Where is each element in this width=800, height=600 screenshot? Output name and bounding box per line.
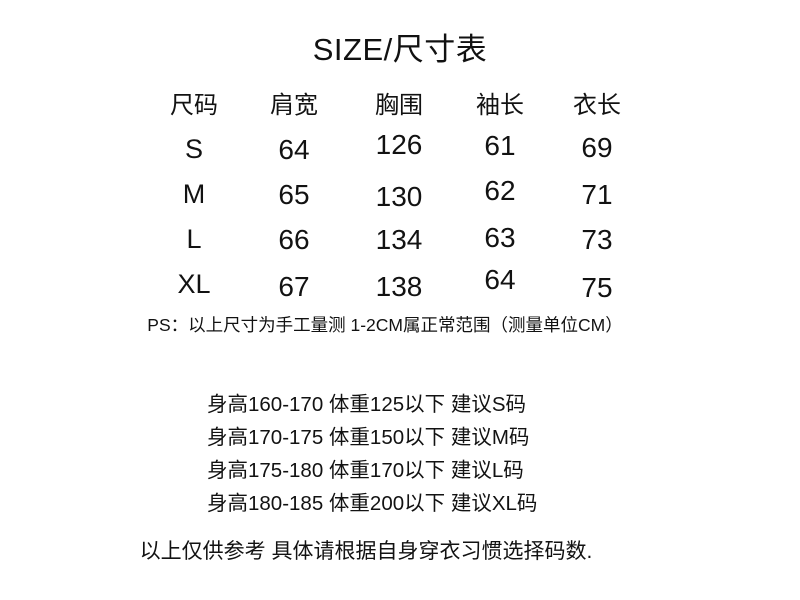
recommendation-line-s: 身高160-170 体重125以下 建议S码 <box>207 393 527 416</box>
table-row-size-label: M <box>182 179 206 209</box>
table-cell-length: 71 <box>581 178 613 210</box>
page-title: SIZE/尺寸表 <box>312 32 488 67</box>
size-table: 尺码 肩宽 胸围 袖长 衣长 S 64 126 61 69 M 65 130 6… <box>146 82 646 307</box>
table-cell-shoulder: 67 <box>278 270 310 302</box>
recommendation-line-xl: 身高180-185 体重200以下 建议XL码 <box>207 492 538 515</box>
size-recommendations: 身高160-170 体重125以下 建议S码 身高170-175 体重150以下… <box>207 388 537 520</box>
table-cell-length: 73 <box>581 223 613 255</box>
table-cell-sleeve: 64 <box>484 263 516 295</box>
table-cell-chest: 126 <box>375 128 423 160</box>
table-cell-chest: 138 <box>375 270 423 302</box>
recommendation-line-m: 身高170-175 体重150以下 建议M码 <box>207 426 530 449</box>
column-header-length: 衣长 <box>573 91 621 119</box>
table-cell-shoulder: 66 <box>278 223 310 255</box>
table-row-size-label: L <box>186 224 202 254</box>
table-row-size-label: XL <box>177 269 211 299</box>
measurement-note: PS：以上尺寸为手工量测 1-2CM属正常范围（测量单位CM） <box>147 315 623 335</box>
table-cell-sleeve: 62 <box>484 174 516 206</box>
column-header-size: 尺码 <box>170 91 218 119</box>
footer-note: 以上仅供参考 具体请根据自身穿衣习惯选择码数. <box>139 540 593 563</box>
table-cell-sleeve: 61 <box>484 129 516 161</box>
table-cell-chest: 134 <box>375 223 423 255</box>
table-cell-shoulder: 64 <box>278 133 310 165</box>
table-row-size-label: S <box>184 134 203 164</box>
table-cell-length: 75 <box>581 271 613 303</box>
table-cell-sleeve: 63 <box>484 221 516 253</box>
table-cell-shoulder: 65 <box>278 178 310 210</box>
table-cell-chest: 130 <box>375 180 423 212</box>
table-cell-length: 69 <box>581 131 613 163</box>
column-header-shoulder: 肩宽 <box>270 91 318 119</box>
recommendation-line-l: 身高175-180 体重170以下 建议L码 <box>207 459 524 482</box>
column-header-chest: 胸围 <box>375 91 423 119</box>
column-header-sleeve: 袖长 <box>476 91 524 119</box>
